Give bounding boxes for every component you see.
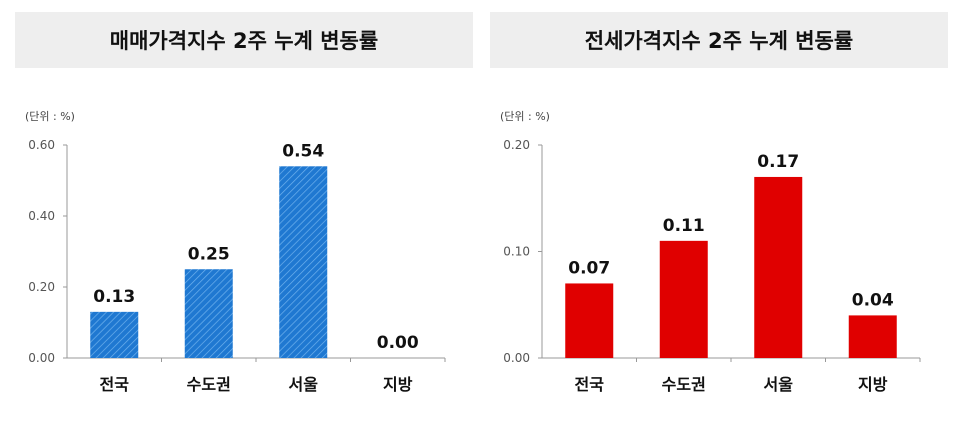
x-category-label: 수도권: [662, 375, 706, 394]
bar-1: [90, 311, 139, 358]
y-tick-label: 0.20: [28, 280, 55, 294]
data-label: 0.11: [663, 216, 705, 236]
jeonse-price-chart-panel: 전세가격지수 2주 누계 변동률 (단위 : %) 0.00 0.10 0.20 0.…: [490, 0, 948, 425]
x-category-label: 지방: [383, 375, 413, 394]
data-label: 0.13: [93, 287, 135, 307]
data-label: 0.07: [568, 258, 610, 278]
y-tick-label: 0.00: [28, 351, 55, 365]
unit-label: (단위 : %): [25, 110, 75, 123]
x-category-label: 전국: [575, 375, 605, 394]
bar-2: [659, 240, 708, 358]
y-tick-label: 0.60: [28, 138, 55, 152]
y-tick-label: 0.40: [28, 209, 55, 223]
data-label: 0.00: [377, 333, 419, 353]
chart-title: 전세가격지수 2주 누계 변동률: [584, 29, 854, 53]
bar-1: [565, 283, 614, 358]
data-label: 0.04: [852, 290, 894, 310]
data-label: 0.54: [282, 141, 324, 161]
bar-3: [754, 176, 803, 358]
unit-label: (단위 : %): [500, 110, 550, 123]
data-label: 0.25: [188, 244, 230, 264]
chart-title: 매매가격지수 2주 누계 변동률: [109, 29, 379, 53]
jeonse-price-bar-chart: 0.00 0.10 0.20 0.07 전국 0.11 수도권 0.17 서울 0.04 지방: [503, 138, 921, 394]
y-tick-label: 0.00: [503, 351, 530, 365]
bar-4: [848, 315, 897, 358]
x-category-label: 지방: [858, 375, 888, 394]
y-tick-label: 0.20: [503, 138, 530, 152]
chart-title-box: 매매가격지수 2주 누계 변동률: [15, 12, 473, 68]
data-label: 0.17: [757, 152, 799, 172]
y-tick-label: 0.10: [503, 245, 530, 259]
bar-2: [184, 269, 233, 358]
bar-3: [279, 166, 328, 358]
sale-price-chart-panel: 매매가격지수 2주 누계 변동률 (단위 : %) 0.00 0.20 0.40 0.…: [15, 0, 473, 425]
x-category-label: 서울: [289, 375, 319, 394]
chart-title-box: 전세가격지수 2주 누계 변동률: [490, 12, 948, 68]
x-category-label: 서울: [764, 375, 794, 394]
x-category-label: 전국: [100, 375, 130, 394]
x-category-label: 수도권: [187, 375, 231, 394]
sale-price-bar-chart: 0.00 0.20 0.40 0.60 0.13 전국 0.25 수도권 0.54 서울 0.00 지…: [28, 138, 446, 394]
